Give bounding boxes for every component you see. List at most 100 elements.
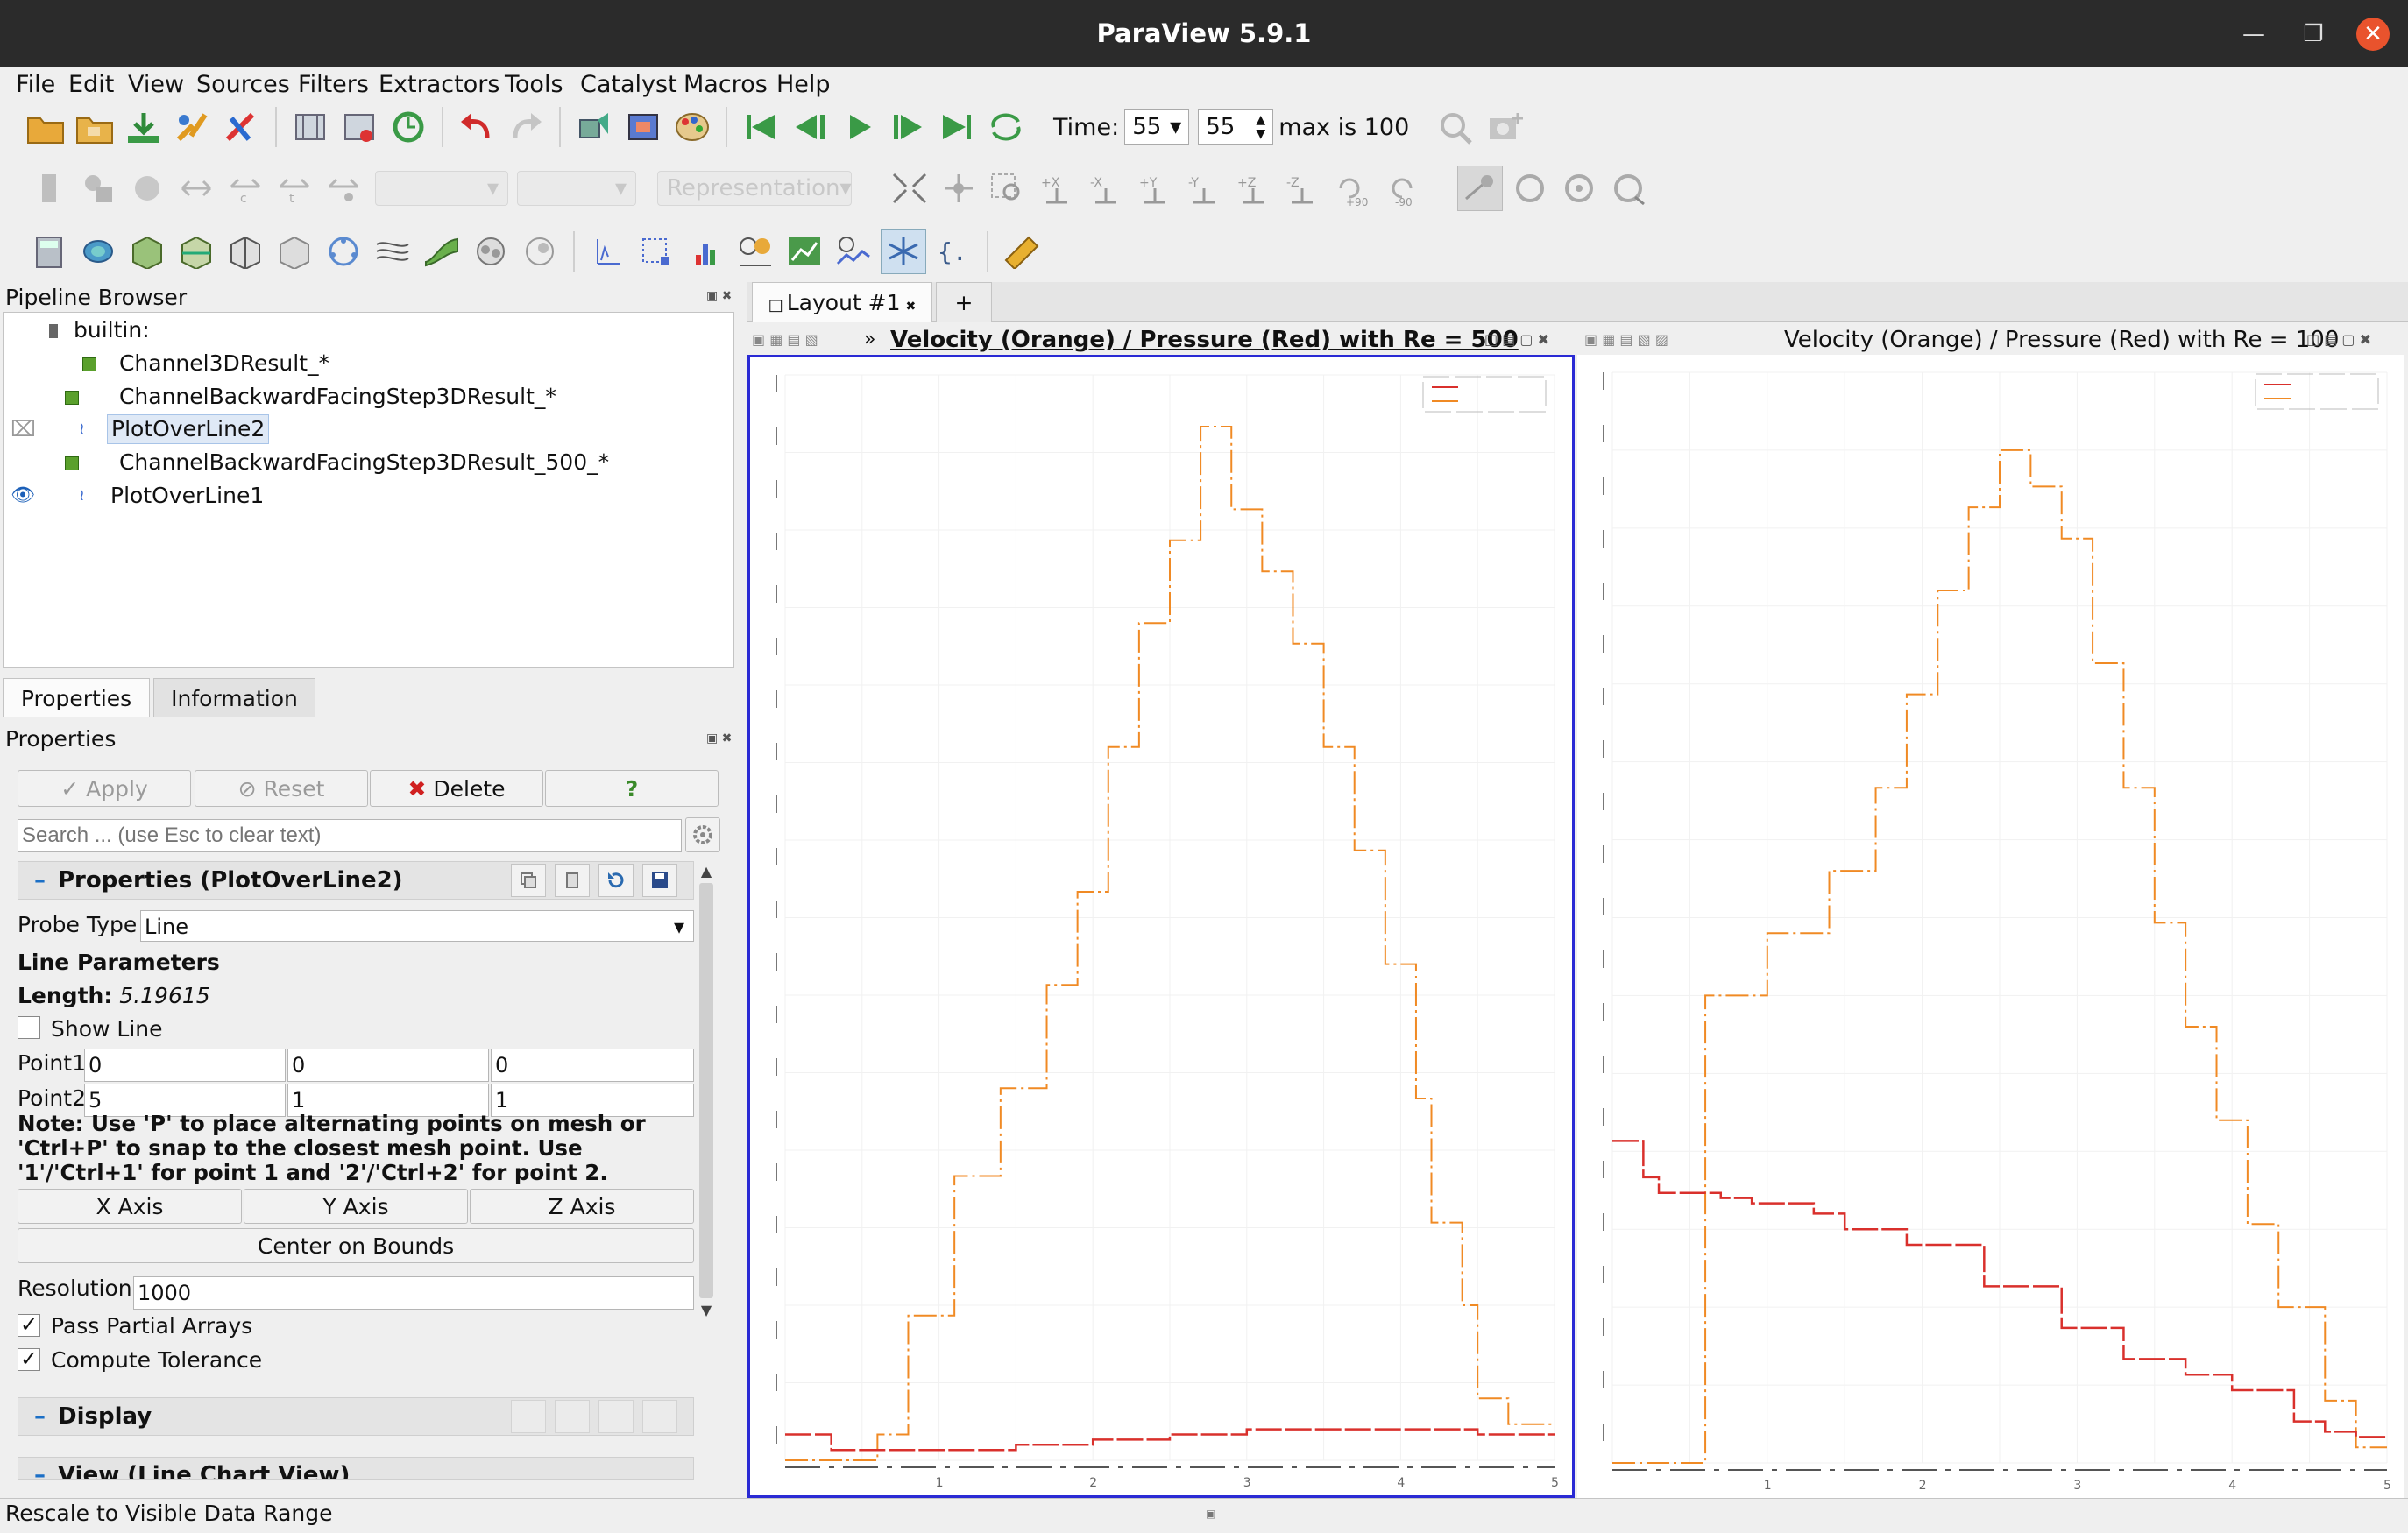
reset-session-icon[interactable] (386, 105, 430, 149)
center-on-bounds-button[interactable]: Center on Bounds (18, 1228, 694, 1263)
more-icon[interactable]: » (864, 328, 876, 350)
save-defaults-icon[interactable] (642, 1400, 677, 1433)
pipeline-item-builtin[interactable]: builtin: (49, 314, 150, 347)
collapse-icon[interactable]: – (34, 867, 46, 894)
copy-icon[interactable] (511, 864, 546, 897)
loop-icon[interactable] (984, 105, 1028, 149)
disconnect-icon[interactable] (220, 105, 264, 149)
pipeline-item-plotoverline2[interactable]: ⌧ ≀ PlotOverLine2 (4, 413, 733, 446)
menu-tools[interactable]: Tools (505, 71, 563, 98)
point1-y-field[interactable]: 0 (287, 1049, 489, 1082)
toggle-color-legend-icon[interactable] (27, 166, 71, 210)
edit-colormap-icon[interactable] (76, 166, 120, 210)
view-plus-x-icon[interactable]: +X (1035, 166, 1079, 210)
tab-information[interactable]: Information (153, 678, 315, 718)
extract-level-icon[interactable] (518, 230, 562, 273)
collapse-icon[interactable]: – (34, 1462, 46, 1480)
view-plus-y-icon[interactable]: +Y (1133, 166, 1177, 210)
progress-handle-icon[interactable]: ▣ (1206, 1508, 1216, 1520)
undo-icon[interactable] (455, 105, 499, 149)
restore-defaults-icon[interactable] (598, 1400, 634, 1433)
view-minus-x-icon[interactable]: -X (1084, 166, 1128, 210)
properties-section-header[interactable]: – Properties (PlotOverLine2) (18, 861, 694, 900)
properties-scrollbar[interactable]: ▲ ▼ (699, 863, 713, 1318)
pipeline-panel-buttons[interactable]: ▣ ✖ (706, 289, 733, 303)
play-icon[interactable] (837, 105, 881, 149)
point1-z-field[interactable]: 0 (491, 1049, 694, 1082)
paste-icon[interactable] (555, 1400, 590, 1433)
restore-defaults-icon[interactable] (598, 864, 634, 897)
help-button[interactable]: ? (545, 770, 719, 807)
close-icon[interactable]: ✕ (2356, 18, 2390, 51)
apply-button[interactable]: ✓ Apply (18, 770, 191, 807)
time-select[interactable]: 55 ▾ (1124, 110, 1190, 145)
pipeline-item-backward-step[interactable]: ChannelBackwardFacingStep3DResult_* (65, 380, 556, 413)
camera-redo-icon[interactable] (621, 105, 665, 149)
probe-type-select[interactable]: Line ▾ (140, 910, 694, 942)
point2-x-field[interactable]: 5 (84, 1084, 286, 1117)
color-palette-icon[interactable] (670, 105, 714, 149)
restore-icon[interactable]: ❐ (2303, 21, 2324, 47)
representation-dropdown[interactable]: Representation ▾ (657, 171, 852, 206)
open-file-icon[interactable] (24, 105, 67, 149)
menu-sources[interactable]: Sources (196, 71, 290, 98)
rotate-plus-90-icon[interactable]: +90 (1329, 166, 1373, 210)
menu-catalyst[interactable]: Catalyst (580, 71, 677, 98)
extract-subset-icon[interactable] (273, 230, 316, 273)
rescale-temporal-range-icon[interactable]: t (273, 166, 316, 210)
coloring-dropdown[interactable]: ▾ (375, 171, 508, 206)
view-tools-icon[interactable]: ▣ ▦ ▤ ▧ ▨ (1584, 331, 1668, 348)
save-data-icon[interactable] (122, 105, 166, 149)
menu-filters[interactable]: Filters (298, 71, 369, 98)
rescale-data-range-icon[interactable] (174, 166, 218, 210)
probe-location-icon[interactable] (635, 230, 679, 273)
histogram-icon[interactable] (684, 230, 728, 273)
zoom-to-data-icon[interactable] (937, 166, 981, 210)
warp-by-vector-icon[interactable] (420, 230, 464, 273)
copy-icon[interactable] (511, 1400, 546, 1433)
save-defaults-icon[interactable] (642, 864, 677, 897)
y-axis-button[interactable]: Y Axis (244, 1189, 468, 1224)
right-line-chart-view[interactable]: 1 2 3 4 5 (1577, 355, 2404, 1498)
time-step-spinbox[interactable]: 55 ▲ ▼ (1198, 110, 1274, 145)
left-line-chart-view[interactable]: 1 2 3 4 5 (747, 355, 1575, 1498)
display-section-header[interactable]: – Display (18, 1397, 694, 1436)
threshold-icon[interactable] (223, 230, 267, 273)
plot-selection-over-time-icon[interactable] (783, 230, 826, 273)
pipeline-item-backward-step-500[interactable]: ChannelBackwardFacingStep3DResult_500_* (65, 446, 609, 479)
tab-layout-1[interactable]: □ Layout #1 ✖ (752, 282, 932, 322)
eye-closed-icon[interactable]: ⌧ (11, 416, 36, 442)
show-center-icon[interactable] (1606, 166, 1650, 210)
group-datasets-icon[interactable] (469, 230, 513, 273)
show-line-checkbox[interactable] (18, 1016, 40, 1039)
menu-file[interactable]: File (16, 71, 56, 98)
z-axis-button[interactable]: Z Axis (470, 1189, 694, 1224)
rotate-minus-90-icon[interactable]: -90 (1378, 166, 1422, 210)
stream-tracer-icon[interactable] (371, 230, 414, 273)
split-view-icons[interactable]: ◫ ▤ ▢ ✖ (2306, 331, 2372, 348)
compute-tolerance-checkbox[interactable]: ✓ (18, 1348, 40, 1371)
view-plus-z-icon[interactable]: +Z (1231, 166, 1275, 210)
menu-help[interactable]: Help (776, 71, 831, 98)
interaction-mode-icon[interactable] (1457, 166, 1503, 211)
view-tools-icon[interactable]: ▣ ▦ ▤ ▧ (752, 331, 818, 348)
point1-x-field[interactable]: 0 (84, 1049, 286, 1082)
connect-icon[interactable] (171, 105, 215, 149)
menu-view[interactable]: View (128, 71, 185, 98)
first-frame-icon[interactable] (739, 105, 783, 149)
properties-search-input[interactable] (18, 819, 682, 852)
paste-icon[interactable] (555, 864, 590, 897)
capture-screenshot-icon[interactable] (1434, 105, 1478, 149)
manage-plugins-icon[interactable] (288, 105, 332, 149)
redo-icon[interactable] (504, 105, 548, 149)
add-layout-button[interactable]: + (936, 282, 992, 322)
pick-center-icon[interactable] (1557, 166, 1601, 210)
recent-file-icon[interactable] (73, 105, 117, 149)
close-tab-icon[interactable]: ✖ (905, 300, 917, 314)
last-frame-icon[interactable] (935, 105, 979, 149)
view-minus-z-icon[interactable]: -Z (1280, 166, 1324, 210)
plot-over-line-icon[interactable] (586, 230, 630, 273)
menu-edit[interactable]: Edit (68, 71, 115, 98)
resolution-field[interactable]: 1000 (133, 1276, 694, 1310)
spin-arrows-icon[interactable]: ▲ ▼ (1256, 113, 1266, 141)
